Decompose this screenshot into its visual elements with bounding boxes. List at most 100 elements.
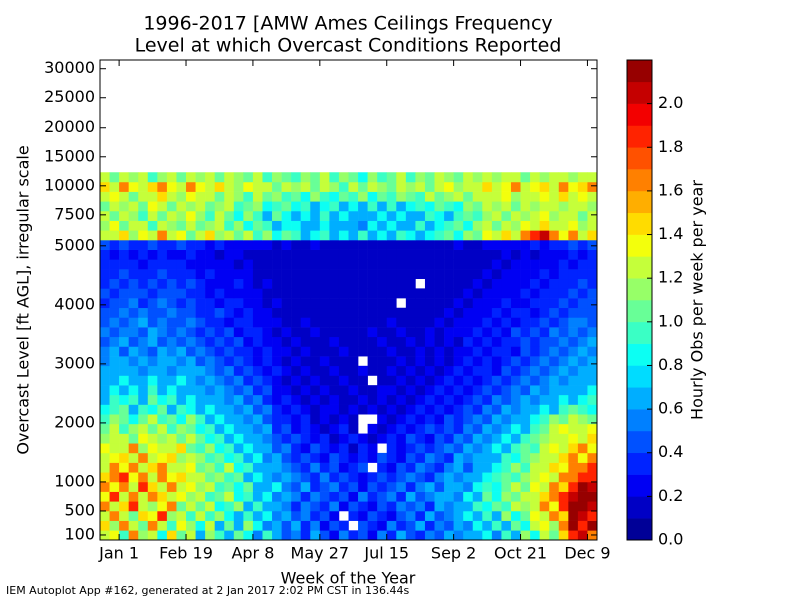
heatmap-cell <box>100 298 110 309</box>
heatmap-cell <box>319 423 330 434</box>
heatmap-cell <box>530 530 540 540</box>
heatmap-cell <box>291 472 302 483</box>
heatmap-cell <box>367 240 378 250</box>
heatmap-cell <box>491 491 502 502</box>
heatmap-cell <box>319 191 330 202</box>
heatmap-cell <box>109 433 120 444</box>
heatmap-cell <box>520 220 531 231</box>
heatmap-cell <box>377 375 388 386</box>
heatmap-cell <box>377 220 388 231</box>
heatmap-cell <box>568 501 579 512</box>
y-tick-label: 25000 <box>44 87 95 106</box>
heatmap-cell <box>281 462 292 473</box>
heatmap-cell <box>491 510 502 521</box>
heatmap-cell <box>138 259 149 270</box>
heatmap-cell <box>577 481 588 492</box>
heatmap-cell <box>415 491 426 502</box>
heatmap-cell <box>157 249 168 260</box>
heatmap-cell <box>396 230 407 241</box>
heatmap-cell <box>558 414 569 425</box>
heatmap-cell <box>252 210 263 221</box>
heatmap-cell <box>338 375 349 386</box>
heatmap-cell <box>510 520 521 531</box>
heatmap-cell <box>186 259 196 270</box>
heatmap-cell <box>358 288 368 299</box>
heatmap-cell <box>510 259 521 270</box>
heatmap-cell <box>386 220 397 231</box>
heatmap-cell <box>358 249 368 260</box>
heatmap-cell <box>300 210 311 221</box>
heatmap-cell <box>482 317 493 328</box>
heatmap-cell <box>501 356 512 367</box>
heatmap-cell <box>338 288 349 299</box>
heatmap-cell <box>415 327 426 338</box>
heatmap-cell <box>147 452 158 463</box>
heatmap-cell <box>214 356 225 367</box>
heatmap-cell <box>539 472 550 483</box>
heatmap-cell <box>530 491 540 502</box>
heatmap-cell <box>214 181 225 192</box>
heatmap-cell <box>348 278 359 289</box>
heatmap-cell <box>214 240 225 250</box>
heatmap-cell <box>549 298 560 309</box>
colorbar-band <box>627 60 652 83</box>
y-tick-label: 2000 <box>54 412 95 431</box>
heatmap-cell <box>195 472 206 483</box>
heatmap-cell <box>310 201 321 212</box>
heatmap-cell <box>224 520 235 531</box>
heatmap-cell <box>252 414 263 425</box>
colorbar-band <box>627 125 652 148</box>
heatmap-cell <box>348 249 359 260</box>
heatmap-cell <box>482 520 493 531</box>
heatmap-cell <box>568 269 579 280</box>
heatmap-cell <box>424 452 435 463</box>
heatmap-cell <box>549 394 560 405</box>
heatmap-cell <box>530 510 540 521</box>
heatmap-cell <box>530 210 540 221</box>
heatmap-cell <box>310 385 321 396</box>
heatmap-cell <box>272 375 282 386</box>
heatmap-cell <box>291 520 302 531</box>
heatmap-cell <box>358 298 368 309</box>
heatmap-cell <box>262 414 273 425</box>
heatmap-cell <box>558 404 569 415</box>
heatmap-cell <box>224 365 235 376</box>
heatmap-cell <box>310 317 321 328</box>
heatmap-cell <box>205 472 215 483</box>
heatmap-cell <box>243 530 254 540</box>
heatmap-cell <box>329 443 340 454</box>
heatmap-cell <box>491 346 502 357</box>
heatmap-cell <box>281 220 292 231</box>
heatmap-cell <box>176 288 187 299</box>
heatmap-cell <box>100 423 110 434</box>
heatmap-cell <box>539 510 550 521</box>
heatmap-cell <box>587 172 597 183</box>
heatmap-cell <box>310 433 321 444</box>
heatmap-cell <box>319 201 330 212</box>
heatmap-cell <box>453 491 464 502</box>
heatmap-cell <box>119 298 129 309</box>
heatmap-cell <box>491 443 502 454</box>
heatmap-cell <box>252 462 263 473</box>
heatmap-cell <box>138 491 149 502</box>
heatmap-cell <box>472 433 483 444</box>
heatmap-cell <box>587 191 597 202</box>
heatmap-cell <box>501 298 512 309</box>
heatmap-cell <box>358 491 368 502</box>
heatmap-cell <box>530 201 540 212</box>
heatmap-cell <box>377 530 388 540</box>
heatmap-cell <box>577 298 588 309</box>
heatmap-cell <box>166 327 177 338</box>
colorbar-tick-label: 0.4 <box>658 442 683 461</box>
heatmap-cell <box>377 317 388 328</box>
heatmap-cell <box>568 288 579 299</box>
heatmap-cell <box>329 181 340 192</box>
heatmap-cell <box>329 520 340 531</box>
heatmap-cell <box>310 288 321 299</box>
heatmap-cell <box>281 191 292 202</box>
heatmap-cell <box>281 356 292 367</box>
colorbar-band <box>627 103 652 126</box>
heatmap-cell <box>147 201 158 212</box>
heatmap-cell <box>224 414 235 425</box>
heatmap-cell <box>205 210 215 221</box>
